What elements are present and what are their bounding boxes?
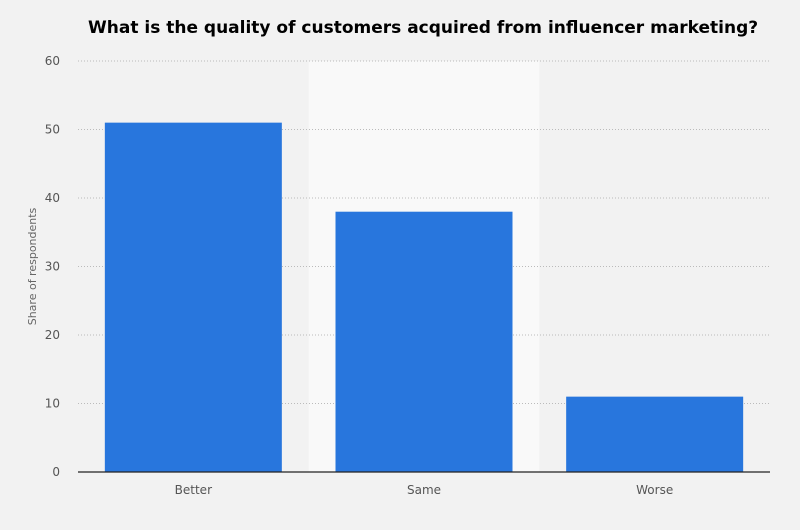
x-tick-label: Worse bbox=[636, 483, 673, 497]
y-axis-label: Share of respondents bbox=[26, 207, 39, 325]
bars bbox=[104, 122, 744, 473]
x-tick-label: Better bbox=[175, 483, 212, 497]
bar-worse[interactable] bbox=[566, 396, 744, 472]
bar-better[interactable] bbox=[104, 122, 282, 473]
chart-title: What is the quality of customers acquire… bbox=[88, 18, 759, 38]
y-tick-label: 10 bbox=[45, 397, 60, 411]
y-tick-label: 60 bbox=[45, 54, 60, 68]
y-tick-label: 0 bbox=[52, 465, 60, 479]
x-axis-ticks: Better Same Worse bbox=[175, 483, 674, 497]
y-tick-label: 40 bbox=[45, 191, 60, 205]
x-tick-label: Same bbox=[407, 483, 441, 497]
y-tick-label: 30 bbox=[45, 260, 60, 274]
bar-same[interactable] bbox=[335, 211, 513, 472]
y-axis-ticks: 0 10 20 30 40 50 60 bbox=[45, 54, 60, 479]
y-tick-label: 20 bbox=[45, 328, 60, 342]
y-tick-label: 50 bbox=[45, 123, 60, 137]
